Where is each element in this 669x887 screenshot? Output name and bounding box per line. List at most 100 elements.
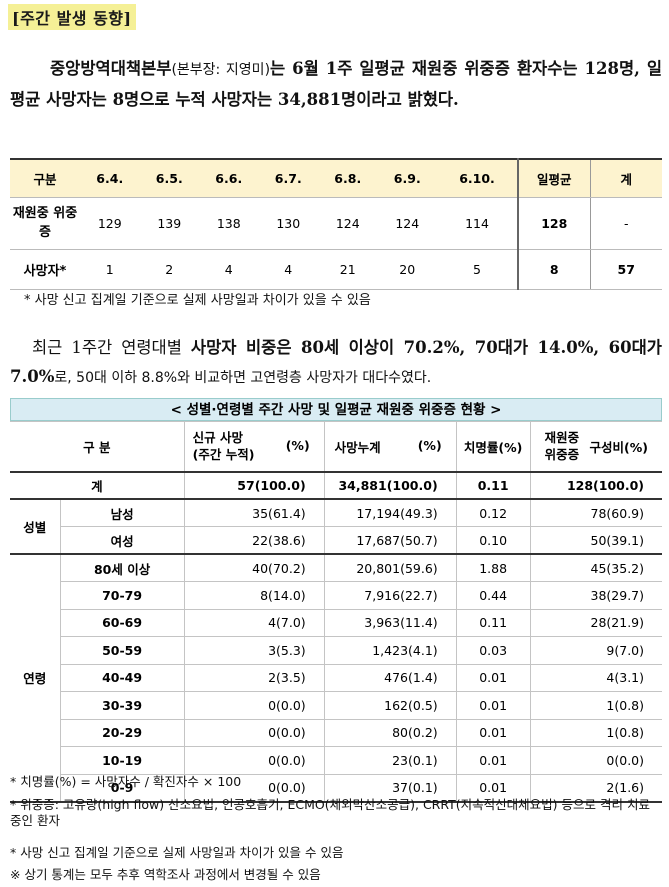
table-row: 70-79 8(14.0) 7,916(22.7) 0.44 38(29.7) <box>10 581 662 610</box>
table-cell: 4 <box>258 249 318 290</box>
table-cell: 3(5.3) <box>183 636 325 665</box>
summary-paragraph: 중앙방역대책본부(본부장: 지영미)는 6월 1주 일평균 재원중 위중증 환자… <box>10 54 662 114</box>
row-label: 사망자* <box>10 249 80 290</box>
table-cell: 0(0.0) <box>183 691 325 720</box>
table-cell: 0(0.0) <box>183 773 325 802</box>
table-cell: 130 <box>258 197 318 250</box>
table-cell: 5 <box>437 249 518 290</box>
table-cell: 0.01 <box>455 691 531 720</box>
row-label: 10-19 <box>60 746 185 775</box>
table-cell: 129 <box>80 197 140 250</box>
table-cell: 2 <box>139 249 199 290</box>
table-row: 연령 80세 이상 40(70.2) 20,801(59.6) 1.88 45(… <box>10 553 662 802</box>
row-label: 남성 <box>59 498 185 527</box>
table-cell: 0.11 <box>455 470 531 500</box>
daily-table: 구분 6.4. 6.5. 6.6. 6.7. 6.8. 6.9. 6.10. 일… <box>10 158 662 290</box>
header-cell: 일평균 <box>517 159 590 198</box>
table-cell: 128(100.0) <box>529 470 662 500</box>
table-cell: 1.88 <box>455 553 531 582</box>
header-cell: 구분 <box>10 159 80 198</box>
table2-title: < 성별·연령별 주간 사망 및 일평균 재원중 위중증 현황 > <box>10 398 662 421</box>
header-cell: 6.5. <box>139 159 199 198</box>
table-row: 성별 남성 35(61.4) 17,194(49.3) 0.12 78(60.9… <box>10 498 662 555</box>
table-cell: 0(0.0) <box>529 746 662 775</box>
table-cell: 0.11 <box>455 608 531 637</box>
table-cell: 20,801(59.6) <box>323 553 457 582</box>
daily-table-header: 구분 6.4. 6.5. 6.6. 6.7. 6.8. 6.9. 6.10. 일… <box>10 159 662 198</box>
pct-label: (%) <box>417 438 442 453</box>
table-row: 사망자* 1 2 4 4 21 20 5 8 57 <box>10 249 662 290</box>
table-cell: 0.01 <box>455 663 531 692</box>
table-cell: 8(14.0) <box>183 581 325 610</box>
table-cell: 0(0.0) <box>183 746 325 775</box>
table-cell: 476(1.4) <box>323 663 457 692</box>
table-cell: 114 <box>437 197 518 250</box>
table-cell: 37(0.1) <box>323 773 457 802</box>
table-cell: 78(60.9) <box>529 498 662 527</box>
table-cell: 139 <box>139 197 199 250</box>
header-cell: 6.8. <box>318 159 378 198</box>
table-cell: 20 <box>377 249 437 290</box>
table-cell: 4 <box>199 249 259 290</box>
table-cell: 38(29.7) <box>529 581 662 610</box>
table-cell: 17,687(50.7) <box>323 526 457 555</box>
table-cell: 0.10 <box>455 526 531 555</box>
table-cell: 0.01 <box>455 746 531 775</box>
header-cell: 6.7. <box>258 159 318 198</box>
summary-text: 는 6월 1주 일평균 재원중 위중증 환자수는 128명, 일평균 사망자는 … <box>10 59 662 109</box>
header-cell: 6.6. <box>199 159 259 198</box>
sex-age-table: 구 분 신규 사망 (주간 누적) (%) 사망누계 (%) 치명률(%) 재원… <box>10 421 662 803</box>
row-label: 여성 <box>60 526 185 555</box>
row-label: 60-69 <box>60 608 185 637</box>
table-cell: 0.01 <box>455 773 531 802</box>
table-cell: 7,916(22.7) <box>323 581 457 610</box>
header-cell: 6.10. <box>437 159 518 198</box>
header-line: 위중증 <box>544 447 580 463</box>
table-cell: 28(21.9) <box>529 608 662 637</box>
table-cell: 1(0.8) <box>529 691 662 720</box>
row-label: 0-9 <box>60 773 185 802</box>
fatality-header: 치명률(%) <box>455 421 531 472</box>
age-text-2: 사망자 비중은 80세 이상이 70.2%, 70대가 14.0%, 60대가 … <box>10 338 662 386</box>
table-cell: 57(100.0) <box>183 470 325 500</box>
agency-name: 중앙방역대책본부 <box>50 59 172 78</box>
table-cell: 124 <box>377 197 437 250</box>
header-line: 사망누계 <box>334 439 381 455</box>
table-cell: 128 <box>517 197 590 250</box>
table-cell: 0.01 <box>455 718 531 747</box>
footnote: * 위중증: 고유량(high flow) 산소요법, 인공호흡기, ECMO(… <box>10 797 650 828</box>
table-cell: 50(39.1) <box>529 526 662 555</box>
severe-header: 재원중 위중증 구성비(%) <box>529 421 662 472</box>
table-row: 0-9 0(0.0) 37(0.1) 0.01 2(1.6) <box>10 773 662 802</box>
table-cell: 35(61.4) <box>183 498 325 527</box>
table-cell: 40(70.2) <box>183 553 325 582</box>
table-cell: 0.03 <box>455 636 531 665</box>
table-cell: 17,194(49.3) <box>323 498 457 527</box>
table-cell: 138 <box>199 197 259 250</box>
table-cell: 124 <box>318 197 378 250</box>
header-line: 신규 사망 <box>192 430 244 446</box>
table2-header: 구 분 신규 사망 (주간 누적) (%) 사망누계 (%) 치명률(%) 재원… <box>10 421 662 472</box>
header-line: 재원중 <box>544 430 580 446</box>
header-line: (주간 누적) <box>192 447 255 463</box>
table-cell: - <box>589 197 662 250</box>
table-cell: 23(0.1) <box>323 746 457 775</box>
table-cell: 9(7.0) <box>529 636 662 665</box>
table-cell: 162(0.5) <box>323 691 457 720</box>
table-cell: 57 <box>589 249 662 290</box>
table-row: 50-59 3(5.3) 1,423(4.1) 0.03 9(7.0) <box>10 636 662 665</box>
table-cell: 1,423(4.1) <box>323 636 457 665</box>
pct-label: (%) <box>285 438 310 453</box>
group-label: 성별 <box>10 498 61 555</box>
table-cell: 1(0.8) <box>529 718 662 747</box>
table-cell: 4(3.1) <box>529 663 662 692</box>
agency-head: (본부장: 지영미) <box>171 62 271 78</box>
row-label: 20-29 <box>60 718 185 747</box>
table-cell: 21 <box>318 249 378 290</box>
table-row: 재원중 위중증 129 139 138 130 124 124 114 128 … <box>10 197 662 250</box>
cum-deaths-header: 사망누계 (%) <box>323 421 457 472</box>
row-label: 30-39 <box>60 691 185 720</box>
group-label: 연령 <box>10 553 61 802</box>
age-text-3: 로, 50대 이하 8.8%와 비교하면 고연령층 사망자가 대다수였다. <box>54 370 432 386</box>
section-title: [주간 발생 동향] <box>8 4 136 30</box>
